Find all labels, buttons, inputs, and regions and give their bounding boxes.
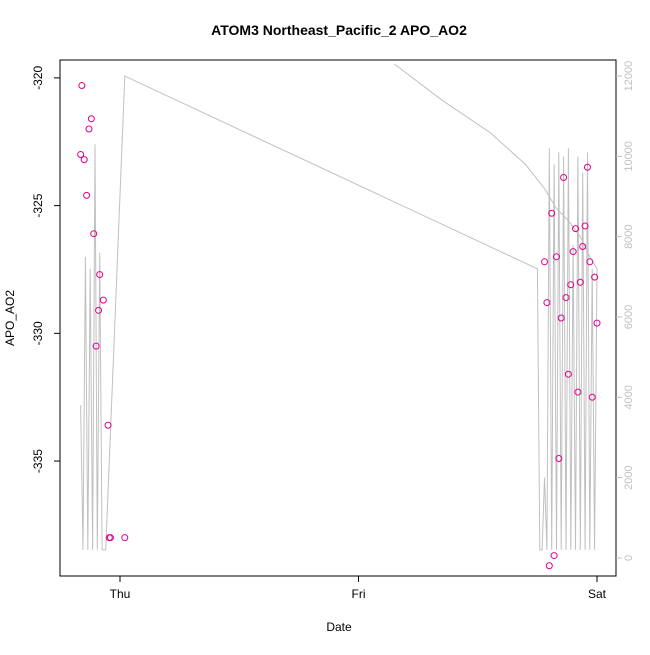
data-point xyxy=(569,248,577,256)
data-point xyxy=(121,534,129,542)
plot-frame xyxy=(59,59,617,577)
data-point xyxy=(550,552,558,560)
y-right-tick-label: 0 xyxy=(623,555,635,561)
data-point xyxy=(576,278,584,286)
y-axis-right: 0 2000 4000 6000 8000 10000 12000 xyxy=(616,61,635,561)
data-point xyxy=(564,370,572,378)
y-right-tick-label: 6000 xyxy=(623,305,635,329)
data-point xyxy=(92,342,100,350)
y-right-tick-label: 4000 xyxy=(623,385,635,409)
data-point xyxy=(555,454,563,462)
data-point xyxy=(106,534,114,542)
data-point xyxy=(567,281,575,289)
x-axis-label: Date xyxy=(326,620,352,634)
data-point xyxy=(104,421,112,429)
data-point xyxy=(543,299,551,307)
data-point xyxy=(593,319,601,327)
data-point xyxy=(85,125,93,133)
data-point xyxy=(541,258,549,266)
y-tick-label: -320 xyxy=(31,66,45,90)
data-point xyxy=(96,271,104,279)
data-point xyxy=(548,209,556,217)
data-point xyxy=(591,273,599,281)
data-point xyxy=(560,174,568,182)
x-tick-label: Fri xyxy=(352,587,366,601)
x-axis: Thu Fri Sat xyxy=(110,576,607,601)
chart-title: ATOM3 Northeast_Pacific_2 APO_AO2 xyxy=(211,22,467,38)
data-point xyxy=(77,151,85,159)
data-point xyxy=(579,242,587,250)
y-right-tick-label: 12000 xyxy=(623,61,635,92)
data-point xyxy=(78,82,86,90)
x-tick-label: Sat xyxy=(588,587,607,601)
data-point xyxy=(83,191,91,199)
data-point xyxy=(95,306,103,314)
y-right-tick-label: 10000 xyxy=(623,141,635,172)
x-tick-label: Thu xyxy=(110,587,131,601)
data-point xyxy=(588,393,596,401)
data-point xyxy=(562,294,570,302)
data-point xyxy=(90,230,98,238)
data-point xyxy=(557,314,565,322)
y-tick-label: -325 xyxy=(31,193,45,217)
data-point xyxy=(574,388,582,396)
data-point xyxy=(545,562,553,570)
y-tick-label: -330 xyxy=(31,321,45,345)
y-right-tick-label: 2000 xyxy=(623,465,635,489)
data-point xyxy=(586,258,594,266)
data-point xyxy=(80,156,88,164)
y-axis-label: APO_AO2 xyxy=(3,290,17,346)
y-axis-left: -320 -325 -330 -335 xyxy=(31,66,60,473)
data-point xyxy=(87,115,95,123)
data-point xyxy=(572,225,580,233)
line-path xyxy=(80,63,598,551)
data-point xyxy=(583,163,591,171)
point-series xyxy=(77,82,601,570)
data-point xyxy=(581,222,589,230)
data-point xyxy=(99,296,107,304)
line-series xyxy=(80,63,598,551)
data-point xyxy=(552,253,560,261)
y-right-tick-label: 8000 xyxy=(623,224,635,248)
y-tick-label: -335 xyxy=(31,449,45,473)
